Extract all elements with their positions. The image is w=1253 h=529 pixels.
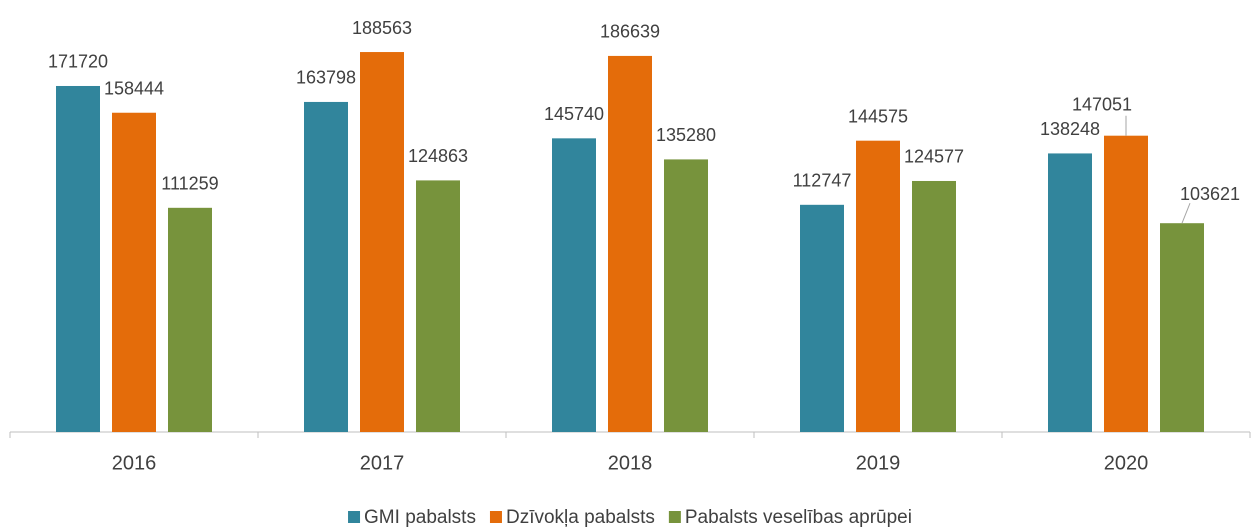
x-tick-label: 2020 <box>1104 452 1149 474</box>
legend-swatch <box>489 511 502 523</box>
data-label: 188563 <box>352 18 412 38</box>
bar <box>112 112 156 432</box>
data-label: 112747 <box>793 171 852 191</box>
legend-label: Pabalsts veselības aprūpei <box>685 507 912 528</box>
x-tick-label: 2017 <box>360 452 405 474</box>
bar <box>912 180 956 432</box>
bar <box>56 85 100 433</box>
data-label: 138248 <box>1040 119 1100 139</box>
data-label: 163798 <box>296 68 356 88</box>
x-tick-label: 2018 <box>608 452 653 474</box>
data-label: 144575 <box>848 106 908 126</box>
data-label: 124863 <box>408 146 468 166</box>
data-label: 145740 <box>544 104 604 124</box>
bar <box>1104 135 1148 432</box>
x-tick-label: 2019 <box>856 452 901 474</box>
bar <box>664 159 708 432</box>
legend-swatch <box>668 511 681 523</box>
legend-label: GMI pabalsts <box>364 507 476 528</box>
bar <box>360 52 404 432</box>
bar <box>304 101 348 433</box>
data-label: 135280 <box>656 125 716 145</box>
data-label: 103621 <box>1180 184 1240 204</box>
bar <box>856 140 900 432</box>
data-label: 186639 <box>600 22 660 42</box>
data-label: 124577 <box>904 147 964 167</box>
bar <box>168 207 212 432</box>
legend: GMI pabalsts Dzīvokļa pabalsts Pabalsts ve… <box>348 507 912 528</box>
bar <box>1160 223 1204 432</box>
data-label: 147051 <box>1072 94 1132 114</box>
bar <box>416 180 460 432</box>
data-label: 158444 <box>104 78 164 98</box>
bar <box>1048 153 1092 432</box>
bar <box>608 55 652 432</box>
bar <box>800 204 844 432</box>
x-tick-label: 2016 <box>112 452 157 474</box>
legend-label: Dzīvokļa pabalsts <box>506 507 655 528</box>
legend-swatch <box>348 511 361 523</box>
leader-line <box>1181 203 1191 224</box>
bar <box>552 138 596 432</box>
data-label: 171720 <box>48 52 108 72</box>
data-label: 111259 <box>161 174 218 194</box>
